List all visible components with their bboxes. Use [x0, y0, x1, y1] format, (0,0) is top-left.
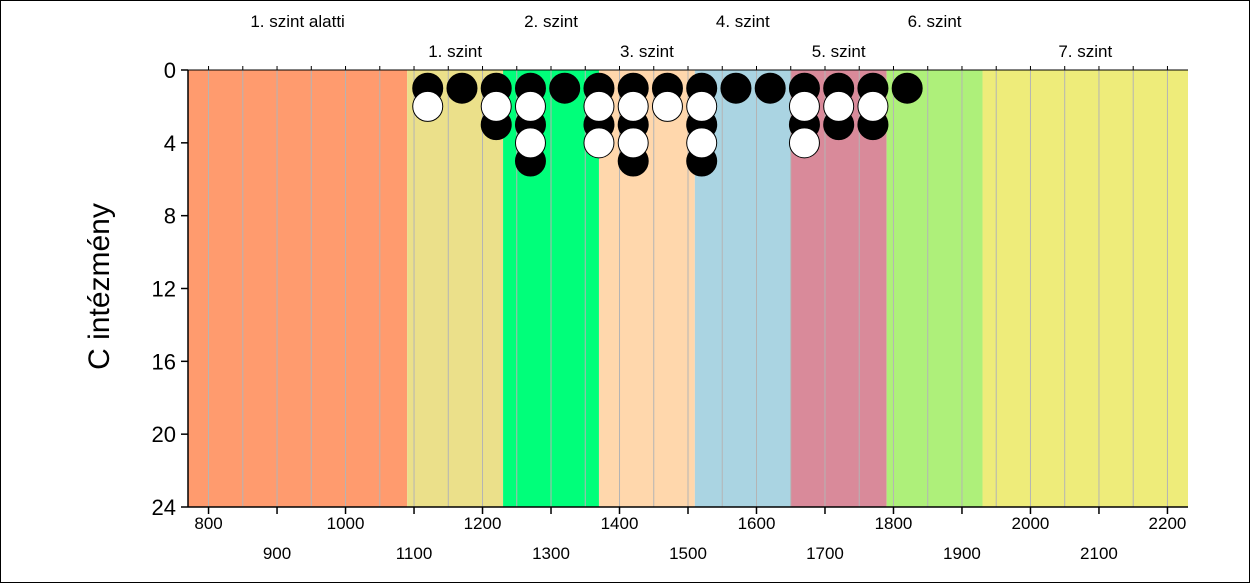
data-point-open: [686, 127, 718, 159]
y-tick-label: 8: [164, 204, 176, 229]
data-point-open: [514, 127, 546, 159]
band-label: 1. szint: [428, 42, 482, 61]
data-point-open: [583, 127, 615, 159]
x-tick-label: 1600: [738, 514, 776, 533]
band-0: [188, 70, 408, 507]
y-tick-label: 16: [152, 349, 176, 374]
y-tick-label: 0: [164, 58, 176, 83]
data-point-open: [617, 127, 649, 159]
data-point-open: [788, 127, 820, 159]
data-point-open: [788, 90, 820, 122]
y-axis-label: C intézmény: [83, 203, 116, 370]
band-1: [407, 70, 504, 507]
data-point-open: [857, 90, 889, 122]
x-tick-label: 1300: [532, 544, 570, 563]
band-3: [598, 70, 695, 507]
band-label: 6. szint: [908, 12, 962, 31]
x-tick-label: 1700: [806, 544, 844, 563]
band-label: 1. szint alatti: [250, 12, 345, 31]
data-point-filled: [446, 72, 478, 104]
data-point-filled: [891, 72, 923, 104]
x-tick-label: 900: [263, 544, 291, 563]
data-point-filled: [549, 72, 581, 104]
y-tick-label: 12: [152, 277, 176, 302]
x-tick-label: 1900: [943, 544, 981, 563]
x-tick-label: 1400: [601, 514, 639, 533]
x-tick-label: 1500: [669, 544, 707, 563]
y-tick-label: 24: [152, 495, 176, 520]
band-label: 5. szint: [812, 42, 866, 61]
y-tick-label: 20: [152, 422, 176, 447]
band-label: 3. szint: [620, 42, 674, 61]
data-point-open: [412, 90, 444, 122]
band-label: 2. szint: [524, 12, 578, 31]
data-point-open: [583, 90, 615, 122]
x-tick-label: 1100: [396, 544, 433, 563]
data-point-open: [617, 90, 649, 122]
x-tick-label: 1200: [464, 514, 502, 533]
x-tick-label: 2000: [1012, 514, 1050, 533]
data-point-open: [651, 90, 683, 122]
data-point-open: [480, 90, 512, 122]
x-tick-label: 1000: [327, 514, 365, 533]
band-7: [982, 70, 1188, 507]
band-6: [886, 70, 983, 507]
data-point-filled: [754, 72, 786, 104]
band-label: 7. szint: [1058, 42, 1112, 61]
data-point-filled: [720, 72, 752, 104]
data-point-open: [686, 90, 718, 122]
y-tick-label: 4: [164, 131, 176, 156]
x-tick-label: 2200: [1149, 514, 1187, 533]
data-point-open: [823, 90, 855, 122]
x-tick-label: 1800: [875, 514, 913, 533]
x-tick-label: 800: [194, 514, 222, 533]
data-point-open: [514, 90, 546, 122]
band-label: 4. szint: [716, 12, 770, 31]
x-tick-label: 2100: [1080, 544, 1118, 563]
